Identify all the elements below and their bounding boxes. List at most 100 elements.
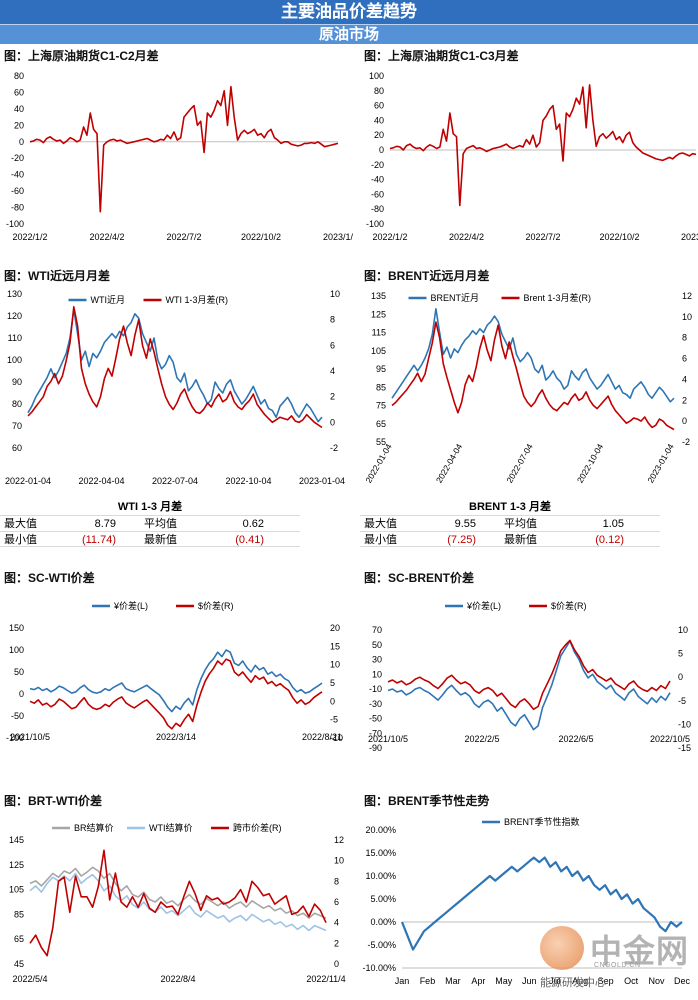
y2-tick-label: 10	[682, 312, 692, 322]
legend-label: ¥价差(L)	[113, 600, 148, 611]
series-line	[389, 84, 697, 207]
watermark-brand-en: CNGOLD.CN	[594, 962, 641, 969]
y-tick-label: 40	[374, 115, 384, 125]
section-subtitle: 原油市场	[0, 24, 698, 44]
y2-tick-label: 0	[334, 959, 339, 969]
x-tick-label: 2022/10/2	[599, 232, 639, 242]
page-title: 主要油品价差趋势	[0, 0, 698, 24]
y2-tick-label: 8	[682, 333, 687, 343]
y-tick-label: -10	[369, 684, 382, 694]
y2-tick-label: -5	[678, 696, 686, 706]
y2-tick-label: 10	[330, 289, 340, 299]
caption-seasonal: 图：BRENT季节性走势	[364, 794, 490, 808]
y-tick-label: -40	[371, 175, 384, 185]
x-tick-label: Jan	[395, 976, 410, 986]
y2-tick-label: 0	[682, 416, 687, 426]
table-row: 最大值 8.79 平均值 0.62	[0, 515, 300, 531]
legend-label: BRENT季节性指数	[504, 816, 580, 827]
y-tick-label: -80	[371, 204, 384, 214]
x-tick-label: Feb	[420, 976, 436, 986]
y-tick-label: 0.00%	[370, 917, 396, 927]
caption-scbrent: 图：SC-BRENT价差	[364, 571, 474, 585]
chart-brt-wti: 45 65 85 105 125 145 0 2 4 6 8 10 12 2022/5/4 2022/8/4…	[9, 822, 346, 984]
y-tick-label: -100	[6, 219, 24, 229]
y-tick-label: 150	[9, 623, 24, 633]
stat-label: 最大值	[364, 518, 397, 530]
y-tick-label: 0	[19, 689, 24, 699]
y-tick-label: -40	[11, 170, 24, 180]
chart-sc-brent: -90-70-50-30-1010305070-15-10-505102021/…	[368, 600, 691, 753]
y-tick-label: 145	[9, 835, 24, 845]
y-tick-label: -100	[366, 219, 384, 229]
x-tick-label: May	[495, 976, 513, 986]
y-tick-label: 125	[9, 860, 24, 870]
legend-label: ¥价差(L)	[466, 600, 501, 611]
stat-label: 平均值	[144, 518, 177, 530]
y-tick-label: -10.00%	[362, 963, 396, 973]
y-tick-label: -100	[6, 733, 24, 743]
y2-tick-label: -15	[678, 743, 691, 753]
y2-tick-label: 5	[330, 678, 335, 688]
y-tick-label: 70	[12, 421, 22, 431]
y-tick-label: 20.00%	[365, 825, 396, 835]
y-tick-label: -60	[11, 186, 24, 196]
x-tick-label: Oct	[624, 976, 639, 986]
x-tick-label: Jun	[522, 976, 537, 986]
table-row: 最大值 9.55 平均值 1.05	[360, 515, 660, 531]
x-tick-label: Dec	[674, 976, 691, 986]
x-tick-label: 2022/10/5	[650, 734, 690, 744]
x-tick-label: Nov	[649, 976, 666, 986]
series-line	[29, 866, 327, 919]
x-tick-label: 2022-04-04	[78, 476, 124, 486]
y2-tick-label: 6	[682, 354, 687, 364]
x-tick-label: 2023-01-04	[645, 442, 676, 485]
legend-label: BRENT近月	[431, 292, 480, 303]
y-tick-label: 85	[14, 909, 24, 919]
series-line	[391, 321, 675, 431]
y-tick-label: 75	[376, 401, 386, 411]
x-tick-label: 2022-01-04	[5, 476, 51, 486]
x-tick-label: Aug	[572, 976, 588, 986]
y-tick-label: 80	[374, 86, 384, 96]
x-tick-label: 2022-01-04	[363, 442, 394, 485]
y-tick-label: -20	[11, 153, 24, 163]
stat-value: (7.25)	[447, 534, 476, 546]
x-tick-label: 2022/8/4	[160, 974, 195, 984]
y2-tick-label: 4	[334, 918, 339, 928]
legend-label: 跨市价差(R)	[233, 822, 282, 833]
watermark-brand: 中金网	[590, 933, 690, 969]
series-line	[387, 640, 671, 731]
watermark-wechat: 能源研发中心	[540, 977, 606, 989]
series-line	[29, 849, 327, 957]
y-tick-label: -20	[371, 160, 384, 170]
table-row: 最小值 (7.25) 最新值 (0.12)	[360, 531, 660, 547]
stat-label: 最小值	[4, 534, 37, 546]
y-tick-label: 50	[372, 640, 382, 650]
y2-tick-label: -2	[682, 437, 690, 447]
series-line	[391, 307, 675, 403]
legend-label: WTI结算价	[149, 822, 193, 833]
x-tick-label: 2022-07-04	[152, 476, 198, 486]
legend-label: WTI近月	[91, 294, 126, 305]
series-line	[29, 649, 323, 713]
legend-label: BR结算价	[74, 822, 114, 833]
x-tick-label: 2022/3/14	[156, 732, 196, 742]
y-tick-label: -70	[369, 728, 382, 738]
chart-brent-spread: 55 65 75 85 95 105 115 125 135 -2 0 2 4 6 8 10 12 2022-01…	[363, 291, 692, 485]
chart-wti-spread: 60 70 80 90 100 110 120 130 -2 0 2 4 6 8 10 2022-01-04 2…	[5, 289, 345, 486]
y-tick-label: 60	[374, 101, 384, 111]
y-tick-label: 40	[14, 104, 24, 114]
x-tick-label: Sep	[598, 976, 614, 986]
stat-value: 1.05	[602, 518, 624, 530]
y-tick-label: 130	[7, 289, 22, 299]
y2-tick-label: 6	[334, 897, 339, 907]
y2-tick-label: -2	[330, 443, 338, 453]
caption-wti: 图：WTI近远月月差	[4, 269, 110, 283]
y-tick-label: 0	[19, 137, 24, 147]
y2-tick-label: 0	[678, 672, 683, 682]
caption-sc12: 图：上海原油期货C1-C2月差	[4, 49, 159, 63]
chart-brent-seasonal: -10.00% -5.00% 0.00% 5.00% 10.00% 15.00% 20.00…	[362, 816, 691, 986]
y-tick-label: 5.00%	[370, 894, 396, 904]
y-tick-label: 80	[14, 71, 24, 81]
x-tick-label: Jul	[549, 976, 561, 986]
